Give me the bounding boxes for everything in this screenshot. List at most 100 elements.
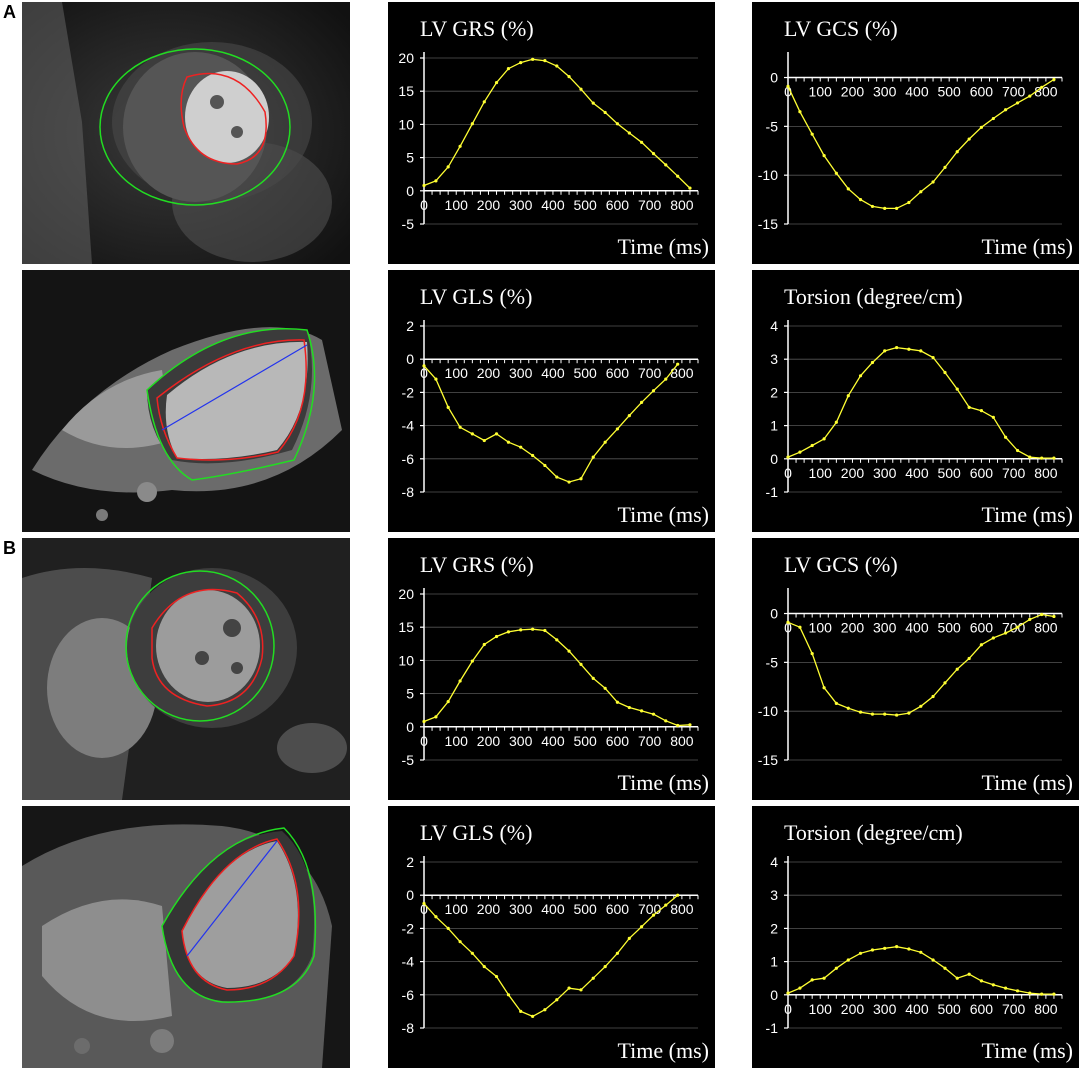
- a-grs-data-point: [567, 74, 571, 79]
- b-gcs-y-tick-label: 0: [770, 606, 778, 622]
- a-torsion-data-point: [991, 415, 995, 419]
- a-gls-data-point: [434, 377, 438, 381]
- b-grs-data-point: [651, 712, 656, 716]
- b-torsion-y-tick-label: 1: [770, 954, 778, 970]
- a-grs-data-point: [627, 131, 631, 135]
- b-torsion-data-point: [919, 950, 923, 954]
- a-grs-data-point: [555, 64, 559, 68]
- b-torsion-x-tick-label: 700: [1002, 1001, 1026, 1017]
- b-torsion-x-tick-label: 200: [841, 1001, 865, 1017]
- b-grs-series-line: [423, 628, 690, 727]
- mri-short-axis-b: [22, 538, 350, 800]
- a-grs-x-tick-label: 300: [509, 197, 533, 213]
- a-torsion-y-tick-label: 0: [770, 451, 778, 467]
- b-gls-y-tick-label: 2: [406, 854, 414, 870]
- b-torsion-data-point: [786, 991, 790, 995]
- a-gcs-data-point: [1052, 77, 1056, 82]
- b-gls-x-tick-label: 0: [420, 901, 428, 917]
- a-torsion-y-tick-label: 2: [770, 384, 778, 400]
- a-gls-x-tick-label: 700: [638, 365, 662, 381]
- a-torsion-data-point: [1028, 455, 1032, 459]
- b-grs-y-tick-label: 20: [398, 586, 414, 602]
- b-gls-data-point: [603, 964, 607, 969]
- a-gcs-data-point: [798, 110, 802, 114]
- a-grs-x-tick-label: 600: [606, 197, 630, 213]
- b-gls-y-tick-label: -4: [402, 954, 415, 970]
- b-gcs-x-tick-label: 100: [809, 620, 833, 636]
- a-torsion-data-point: [931, 355, 935, 360]
- a-gcs-data-point: [883, 206, 887, 210]
- b-grs-title: LV GRS (%): [420, 552, 534, 577]
- a-grs-x-label: Time (ms): [618, 234, 709, 259]
- b-gls-data-point: [567, 986, 571, 990]
- b-grs-x-tick-label: 300: [509, 733, 533, 749]
- a-grs-data-point: [579, 87, 583, 91]
- a-gls-data-point: [567, 480, 571, 484]
- b-grs-x-tick-label: 400: [541, 733, 565, 749]
- b-torsion-data-point: [834, 966, 838, 970]
- a-grs-data-point: [615, 122, 620, 126]
- a-torsion-data-point: [979, 409, 984, 413]
- b-gcs-x-label: Time (ms): [982, 770, 1073, 795]
- a-gls-data-point: [639, 400, 644, 404]
- a-gcs-data-point: [991, 116, 995, 121]
- b-gcs-data-point: [858, 710, 863, 714]
- b-grs-x-tick-label: 500: [573, 733, 597, 749]
- b-grs-data-point: [688, 723, 692, 727]
- b-gls-svg: LV GLS (%) -8 -6 -4 -2 0 2 0 100 200 300 400 500 600 7…: [402, 820, 709, 1063]
- b-gcs-y-tick-label: -15: [758, 752, 778, 768]
- a-torsion-x-tick-label: 700: [1002, 465, 1026, 481]
- a-gcs-data-point: [858, 197, 863, 202]
- a-grs-data-point: [458, 144, 462, 148]
- b-gls-data-point: [627, 936, 631, 940]
- b-gls-data-point: [470, 951, 474, 955]
- a-grs-y-tick-label: 0: [406, 183, 414, 199]
- a-torsion-data-point: [1052, 456, 1056, 460]
- a-torsion-data-point: [834, 420, 838, 424]
- b-gls-data-point: [591, 976, 595, 980]
- b-gcs-data-point: [919, 704, 923, 708]
- a-torsion-x-tick-label: 500: [937, 465, 961, 481]
- b-gcs-x-tick-label: 200: [841, 620, 865, 636]
- b-gls-x-tick-label: 800: [670, 901, 694, 917]
- a-torsion-data-point: [919, 349, 923, 353]
- chart-b-lv-grs: LV GRS (%) -5 0 5 10 15 20 0 100 200 300 400 500 600 7…: [388, 538, 715, 800]
- a-torsion-data-point: [846, 394, 850, 398]
- a-gcs-title: LV GCS (%): [784, 16, 898, 41]
- a-gcs-x-tick-label: 800: [1034, 84, 1058, 100]
- b-grs-y-tick-label: 0: [406, 719, 414, 735]
- a-grs-data-point: [639, 140, 644, 144]
- a-grs-x-tick-label: 700: [638, 197, 662, 213]
- b-grs-y-tick-label: 5: [406, 686, 414, 702]
- b-gls-data-point: [458, 940, 462, 944]
- a-torsion-data-point: [943, 370, 947, 375]
- b-grs-data-point: [494, 634, 499, 639]
- a-gcs-y-tick-label: 0: [770, 70, 778, 86]
- a-gcs-x-tick-label: 600: [970, 84, 994, 100]
- a-gcs-data-point: [1028, 94, 1032, 98]
- a-gcs-data-point: [870, 204, 875, 209]
- b-grs-y-tick-label: 10: [398, 652, 414, 668]
- a-gls-data-point: [615, 427, 620, 431]
- a-grs-x-tick-label: 400: [541, 197, 565, 213]
- a-torsion-y-tick-label: 1: [770, 418, 778, 434]
- chart-a-torsion: Torsion (degree/cm) -1 0 1 2 3 4 0 100 200 300 400 5…: [752, 270, 1079, 532]
- a-torsion-x-tick-label: 800: [1034, 465, 1058, 481]
- b-gls-title: LV GLS (%): [420, 820, 532, 845]
- b-gcs-data-point: [870, 712, 875, 716]
- a-grs-y-tick-label: 5: [406, 150, 414, 166]
- a-grs-y-tick-label: 15: [398, 83, 414, 99]
- a-gcs-data-point: [919, 190, 923, 194]
- a-grs-data-point: [494, 80, 499, 85]
- a-torsion-data-point: [786, 455, 790, 459]
- b-torsion-data-point: [907, 947, 911, 951]
- a-gls-data-point: [482, 438, 486, 443]
- a-grs-data-point: [434, 179, 438, 183]
- a-gls-x-tick-label: 600: [606, 365, 630, 381]
- a-torsion-series-line: [787, 346, 1054, 459]
- b-gls-x-tick-label: 700: [638, 901, 662, 917]
- a-grs-x-tick-label: 100: [445, 197, 469, 213]
- b-gls-data-point: [519, 1009, 523, 1013]
- b-grs-data-point: [579, 662, 583, 666]
- b-gls-data-point: [506, 993, 511, 997]
